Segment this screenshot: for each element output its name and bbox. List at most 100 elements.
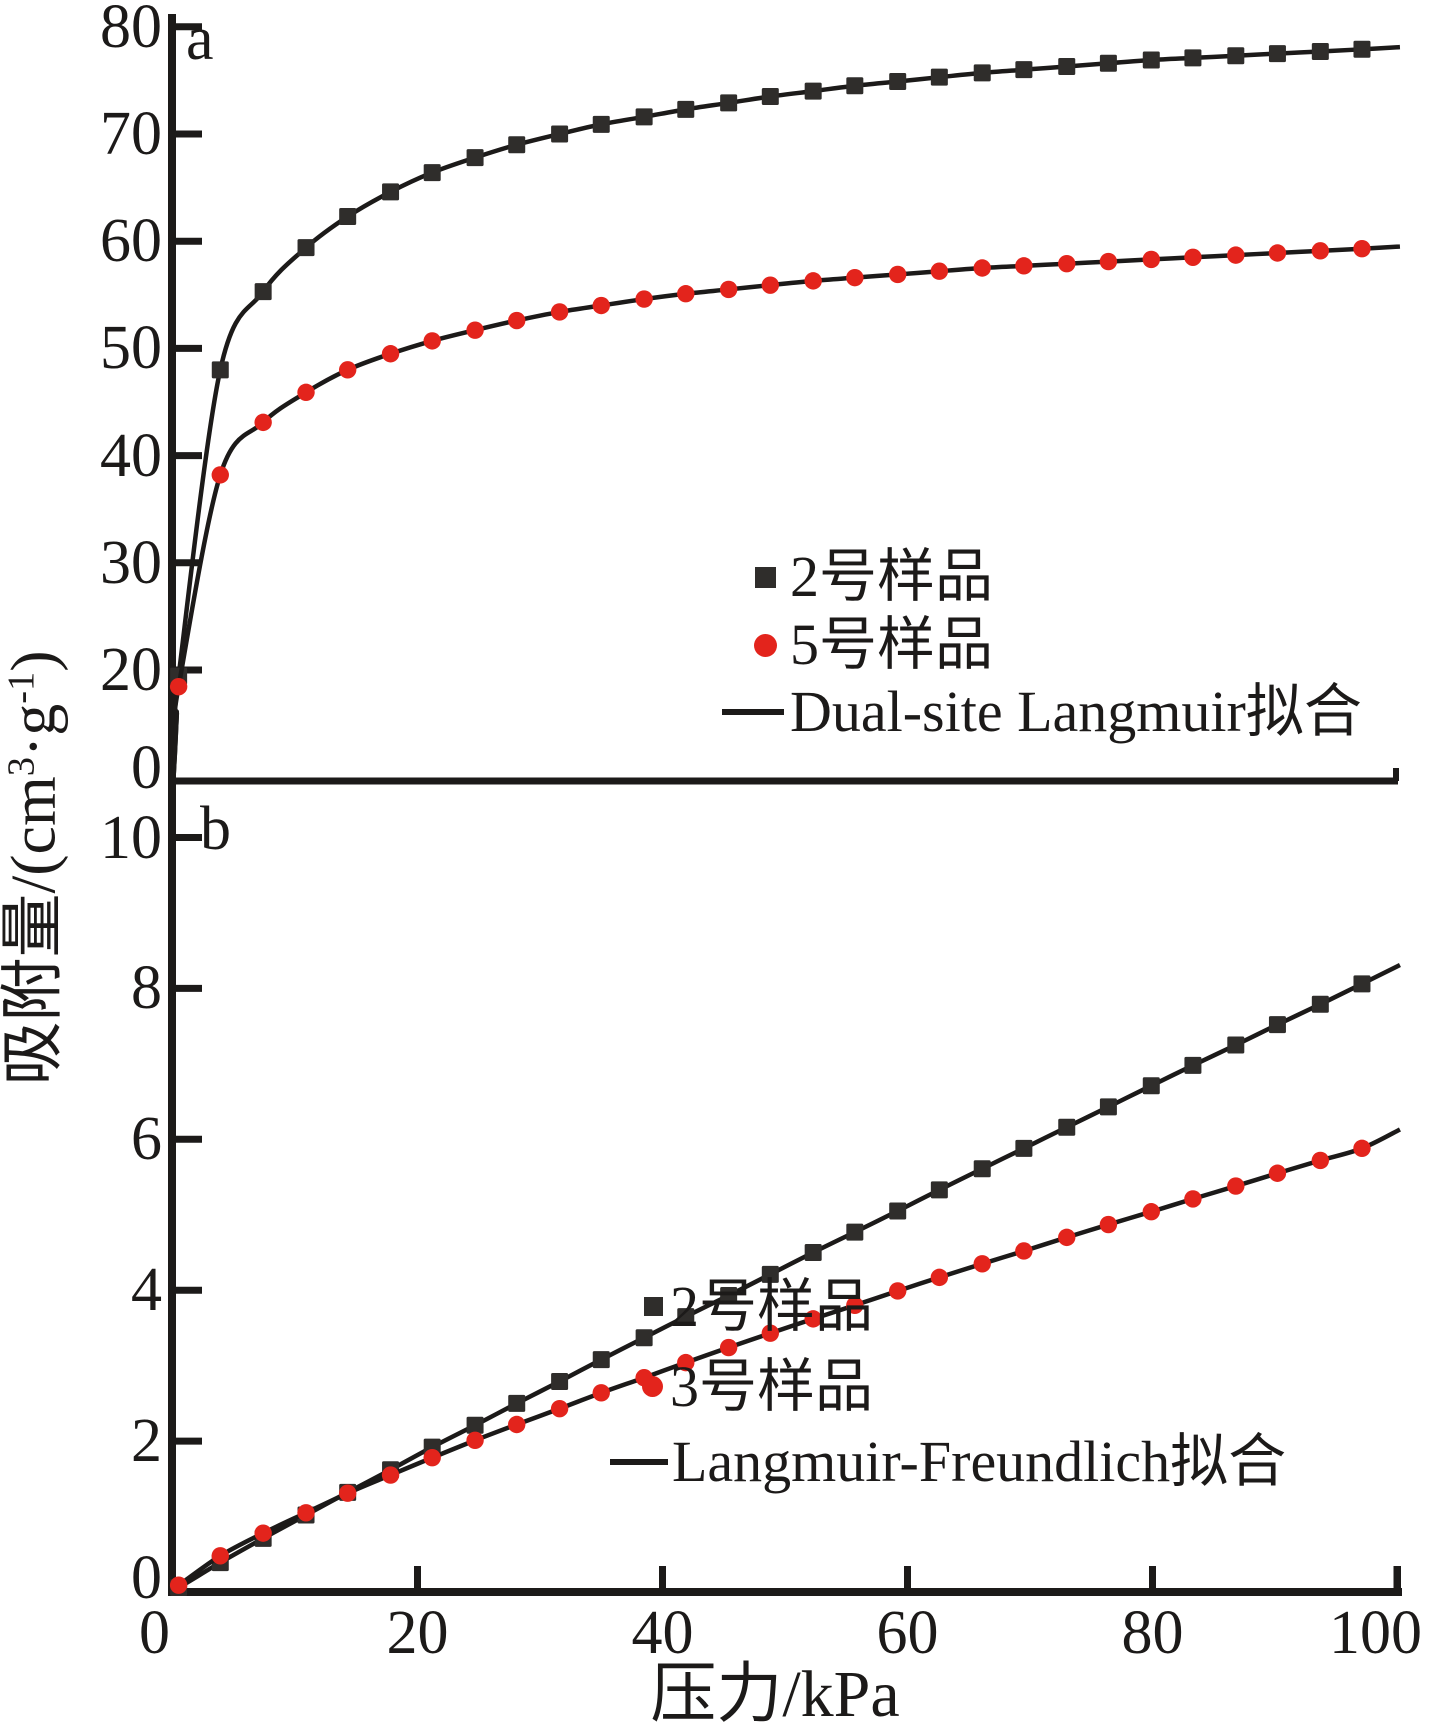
data-point-square (1268, 45, 1286, 63)
data-point-square (254, 283, 272, 301)
data-point-square (889, 1202, 907, 1220)
data-point-circle (423, 1448, 441, 1467)
data-point-square (1058, 1118, 1076, 1136)
x-tick-label: 40 (631, 1599, 694, 1667)
data-point-circle (973, 259, 991, 277)
y-tick-label: 70 (100, 100, 162, 168)
data-point-square (1353, 40, 1371, 58)
data-point-circle (1184, 248, 1202, 266)
data-point-circle (1227, 246, 1245, 264)
y-tick-label: 4 (131, 1256, 162, 1325)
data-point-circle (804, 272, 822, 290)
data-point-square (930, 1181, 948, 1199)
legend-a-item-sample2: 2号样品 (790, 544, 994, 609)
data-point-circle (635, 290, 653, 308)
y-axis-title-prefix: 吸附量/(cm (0, 776, 69, 1086)
data-point-circle (381, 1466, 400, 1484)
data-point-circle (846, 268, 864, 287)
x-tick-label: 100 (1329, 1599, 1422, 1667)
data-point-square (1099, 54, 1117, 72)
data-point-circle (677, 285, 695, 303)
y-tick-label: 0 (131, 1544, 162, 1612)
fit-line-a (171, 44, 1401, 775)
data-point-circle (1227, 1177, 1245, 1195)
fit-line-a (171, 244, 1401, 775)
data-point-circle (254, 413, 272, 432)
data-point-circle (423, 332, 441, 350)
data-point-circle (973, 1255, 991, 1273)
y-tick-label: 10 (100, 803, 162, 872)
y-axis-title: 吸附量/(cm3·g-1) (0, 650, 75, 1086)
data-point-circle (338, 361, 357, 379)
data-point-square (1184, 1056, 1202, 1074)
data-point-circle (297, 383, 315, 402)
legend-a-line-marker-icon (722, 709, 784, 715)
y-tick-label: 40 (100, 421, 162, 490)
data-point-circle (1268, 244, 1287, 262)
data-point-circle (169, 677, 188, 696)
data-point-square (1268, 1016, 1286, 1034)
data-point-circle (1015, 257, 1033, 275)
data-point-circle (1058, 1228, 1076, 1247)
data-point-square (592, 1351, 610, 1369)
data-point-square (635, 108, 653, 126)
data-point-square (720, 1286, 738, 1304)
data-point-square (423, 164, 441, 182)
data-point-circle (297, 1504, 315, 1522)
data-point-circle (1311, 242, 1330, 260)
data-point-square (1184, 49, 1202, 67)
data-point-circle (211, 1547, 229, 1565)
data-point-square (1015, 1139, 1033, 1157)
data-point-square (592, 115, 610, 133)
data-point-square (508, 136, 526, 154)
y-axis-title-sup-minus1: -1 (0, 671, 43, 704)
data-point-square (466, 1416, 484, 1434)
data-point-circle (1099, 252, 1118, 271)
data-point-square (466, 149, 484, 167)
data-point-square (211, 361, 229, 379)
data-point-square (1353, 975, 1371, 993)
data-point-square (973, 64, 991, 82)
data-point-circle (211, 466, 229, 484)
data-point-square (1227, 47, 1245, 65)
legend-b-item-fit: Langmuir-Freundlich拟合 (672, 1429, 1287, 1494)
data-point-circle (1353, 1139, 1371, 1158)
data-point-square (1015, 61, 1033, 79)
y-tick-label: 8 (131, 954, 162, 1023)
data-point-circle (466, 1431, 484, 1450)
data-point-square (1311, 42, 1329, 60)
data-point-circle (1268, 1164, 1287, 1182)
y-tick-label: 50 (100, 314, 162, 383)
data-point-square (1142, 51, 1160, 69)
data-point-square (339, 208, 357, 226)
x-tick-label: 60 (876, 1599, 939, 1667)
legend-b-circle-marker-icon (642, 1376, 663, 1397)
data-point-circle (466, 321, 484, 339)
data-point-square (1099, 1098, 1117, 1116)
panel-b-letter: b (200, 795, 231, 863)
data-point-square (1227, 1036, 1245, 1054)
data-point-square (635, 1329, 653, 1347)
panel-a-letter: a (186, 5, 214, 73)
data-point-circle (254, 1524, 272, 1542)
data-point-circle (338, 1484, 357, 1502)
y-axis-title-sup-3: 3 (0, 757, 43, 777)
data-point-square (846, 77, 864, 95)
data-point-square (508, 1394, 526, 1412)
data-point-circle (889, 265, 907, 284)
x-tick-label: 20 (386, 1599, 449, 1667)
y-tick-label: 0 (131, 734, 162, 802)
y-tick-label: 20 (100, 636, 162, 704)
data-point-circle (846, 1296, 864, 1314)
legend-a-item-sample5: 5号样品 (790, 612, 994, 677)
data-point-circle (592, 1384, 610, 1402)
data-point-circle (1311, 1151, 1330, 1170)
data-point-square (677, 1308, 695, 1326)
data-point-square (846, 1223, 864, 1241)
data-point-circle (761, 276, 779, 294)
data-point-circle (761, 1324, 779, 1342)
data-point-circle (1015, 1242, 1033, 1260)
data-point-circle (804, 1310, 822, 1328)
data-point-square (973, 1160, 991, 1178)
